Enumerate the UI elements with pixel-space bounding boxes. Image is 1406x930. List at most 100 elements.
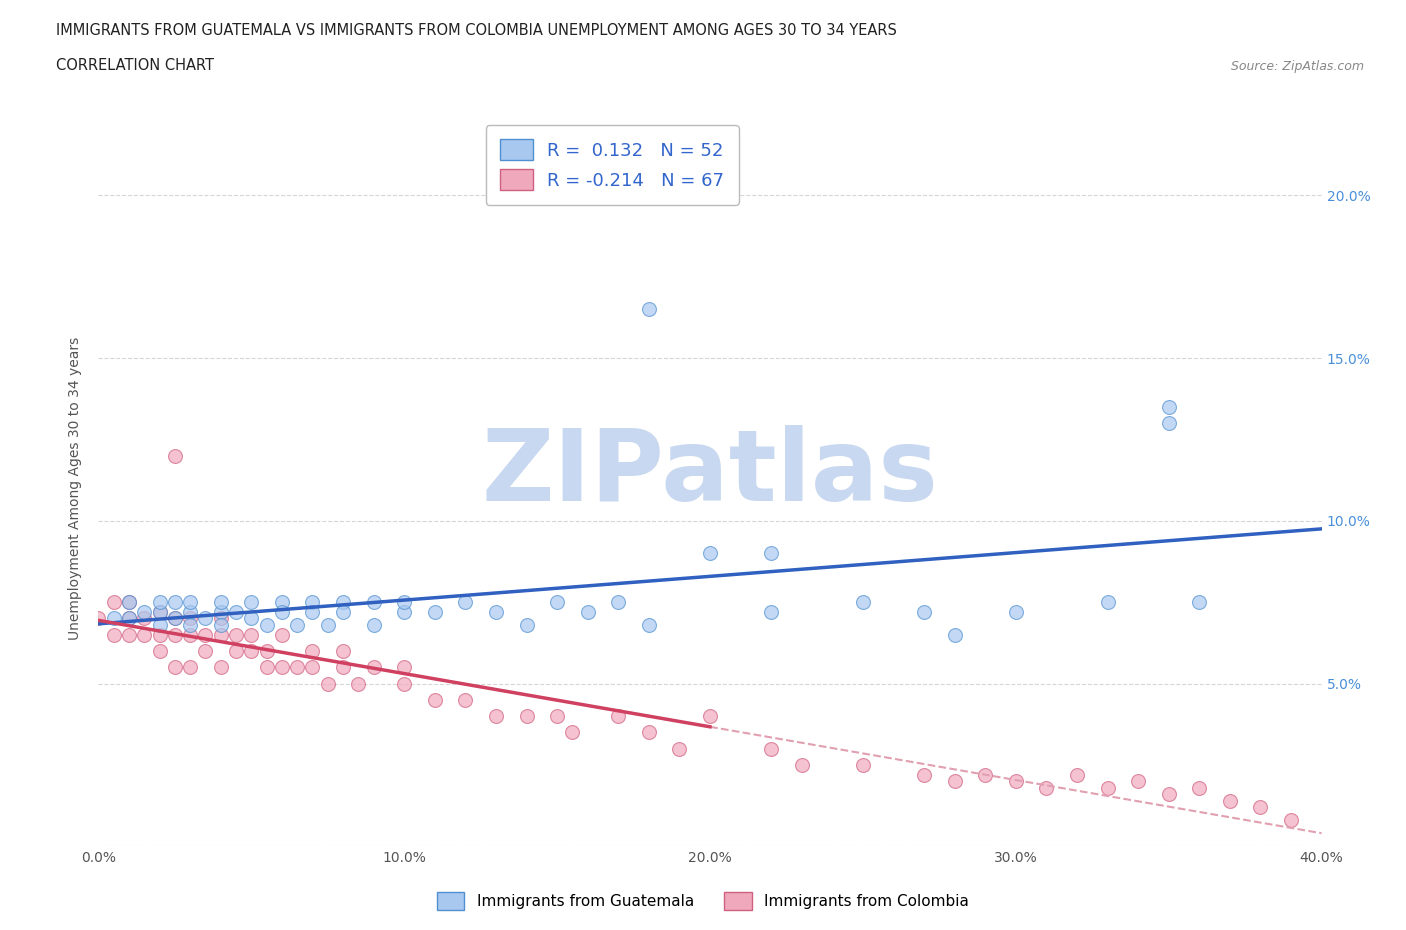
Point xyxy=(301,660,323,675)
Point xyxy=(301,644,323,658)
Point xyxy=(149,618,172,632)
Point xyxy=(270,660,292,675)
Point xyxy=(240,628,263,643)
Point xyxy=(1128,774,1150,789)
Point xyxy=(607,709,630,724)
Point xyxy=(347,676,370,691)
Point xyxy=(149,604,172,619)
Point xyxy=(454,595,477,610)
Point xyxy=(1097,780,1119,795)
Point xyxy=(103,595,125,610)
Point xyxy=(392,604,416,619)
Point xyxy=(118,595,141,610)
Point xyxy=(179,660,201,675)
Point xyxy=(270,595,292,610)
Point xyxy=(576,604,599,619)
Point xyxy=(179,604,201,619)
Point xyxy=(149,644,172,658)
Point xyxy=(668,741,690,756)
Point xyxy=(270,628,292,643)
Point xyxy=(1279,813,1302,828)
Point xyxy=(699,709,721,724)
Point xyxy=(637,301,661,316)
Point xyxy=(225,604,247,619)
Point xyxy=(194,611,217,626)
Point xyxy=(179,595,201,610)
Point xyxy=(118,611,141,626)
Point xyxy=(285,618,308,632)
Point xyxy=(163,660,186,675)
Point xyxy=(852,595,875,610)
Point xyxy=(607,595,630,610)
Point xyxy=(363,660,385,675)
Point xyxy=(163,611,186,626)
Point xyxy=(485,604,508,619)
Point xyxy=(699,546,721,561)
Point xyxy=(332,644,354,658)
Point xyxy=(163,595,186,610)
Point xyxy=(912,604,935,619)
Point xyxy=(546,595,568,610)
Point xyxy=(912,767,935,782)
Point xyxy=(209,611,232,626)
Point xyxy=(316,676,339,691)
Point xyxy=(134,611,156,626)
Point xyxy=(392,660,416,675)
Point xyxy=(423,692,446,708)
Point xyxy=(332,604,354,619)
Point xyxy=(1004,774,1026,789)
Point xyxy=(1188,595,1211,610)
Point xyxy=(256,660,278,675)
Point xyxy=(209,660,232,675)
Text: ZIPatlas: ZIPatlas xyxy=(482,425,938,523)
Text: CORRELATION CHART: CORRELATION CHART xyxy=(56,58,214,73)
Point xyxy=(516,618,538,632)
Point xyxy=(759,546,782,561)
Point xyxy=(149,604,172,619)
Point xyxy=(637,618,661,632)
Point xyxy=(1219,793,1241,808)
Point xyxy=(485,709,508,724)
Point xyxy=(392,595,416,610)
Point xyxy=(392,676,416,691)
Point xyxy=(118,611,141,626)
Point xyxy=(103,611,125,626)
Point xyxy=(332,660,354,675)
Point xyxy=(225,644,247,658)
Point xyxy=(134,628,156,643)
Point xyxy=(1249,800,1271,815)
Point xyxy=(149,628,172,643)
Point xyxy=(179,618,201,632)
Point xyxy=(332,595,354,610)
Point xyxy=(103,628,125,643)
Point xyxy=(1157,787,1180,802)
Point xyxy=(637,725,661,740)
Point xyxy=(163,448,186,463)
Point xyxy=(87,611,110,626)
Point xyxy=(240,611,263,626)
Point xyxy=(363,595,385,610)
Point xyxy=(454,692,477,708)
Point xyxy=(240,644,263,658)
Point xyxy=(1157,400,1180,415)
Point xyxy=(423,604,446,619)
Point xyxy=(209,628,232,643)
Point xyxy=(285,660,308,675)
Point xyxy=(516,709,538,724)
Point xyxy=(1035,780,1057,795)
Point xyxy=(1066,767,1088,782)
Point xyxy=(943,774,966,789)
Text: Source: ZipAtlas.com: Source: ZipAtlas.com xyxy=(1230,60,1364,73)
Point xyxy=(1157,416,1180,431)
Point xyxy=(974,767,997,782)
Point xyxy=(759,741,782,756)
Point xyxy=(363,618,385,632)
Point xyxy=(943,628,966,643)
Point xyxy=(179,628,201,643)
Point xyxy=(209,618,232,632)
Point xyxy=(209,595,232,610)
Point xyxy=(301,595,323,610)
Point xyxy=(256,618,278,632)
Point xyxy=(270,604,292,619)
Y-axis label: Unemployment Among Ages 30 to 34 years: Unemployment Among Ages 30 to 34 years xyxy=(69,337,83,640)
